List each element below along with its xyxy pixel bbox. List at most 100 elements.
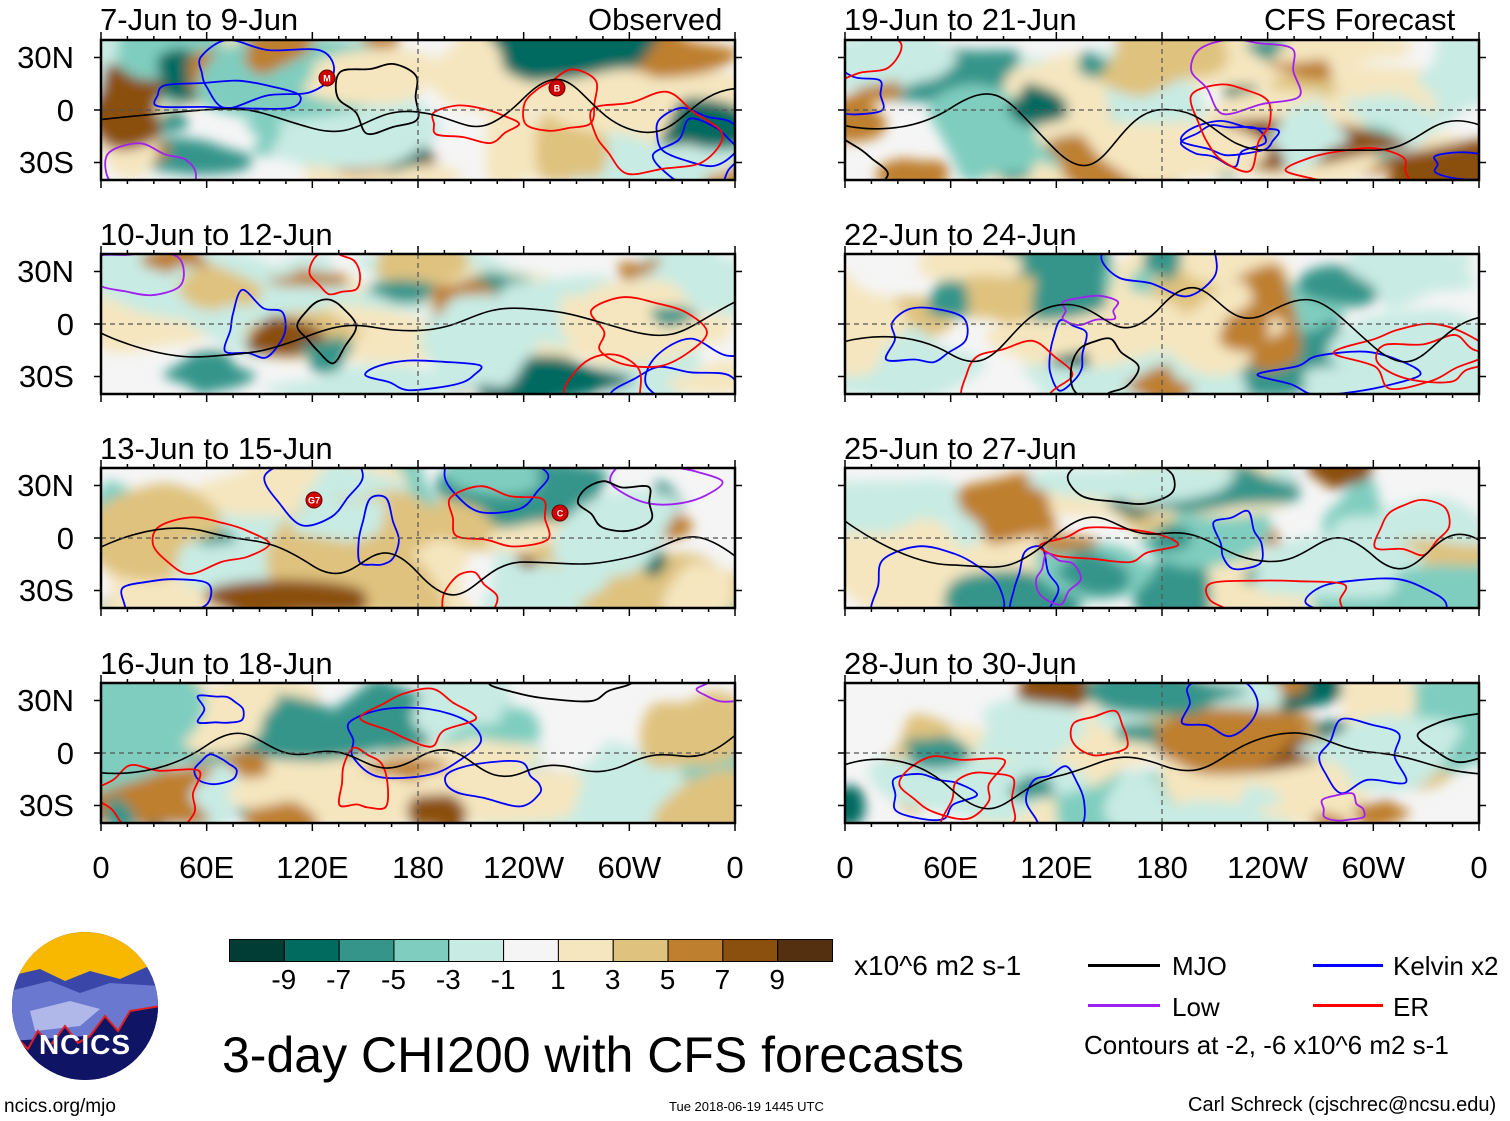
svg-text:M: M xyxy=(323,74,331,84)
website-link[interactable]: ncics.org/mjo xyxy=(4,1096,116,1117)
wave-contour xyxy=(359,687,478,748)
chi200-anomaly-field xyxy=(845,468,1479,608)
wave-contour xyxy=(845,138,889,180)
tropical-cyclone-marker: M xyxy=(318,69,336,87)
wave-contour xyxy=(337,746,390,810)
wave-contour xyxy=(870,545,1006,608)
wave-contour xyxy=(447,485,551,548)
lon-label: 120W xyxy=(1227,850,1309,885)
lon-label: 0 xyxy=(836,850,854,885)
panel-title: 19-Jun to 21-Jun xyxy=(844,2,1077,37)
panel-title: 13-Jun to 15-Jun xyxy=(100,431,333,466)
colorbar-swatch xyxy=(722,939,779,962)
wave-contour xyxy=(444,760,543,808)
wave-contour xyxy=(1035,552,1082,606)
wave-contour xyxy=(153,79,302,110)
svg-text:B: B xyxy=(554,84,561,94)
wave-contour xyxy=(443,468,550,514)
wave-contour xyxy=(364,359,483,392)
author-credit: Carl Schreck (cjschrec@ncsu.edu) xyxy=(1188,1094,1497,1116)
lat-label: 30N xyxy=(17,683,74,718)
chi200-anomaly-field xyxy=(101,683,735,823)
colorbar-swatch xyxy=(338,939,395,962)
wave-contour xyxy=(845,40,903,80)
map-panel: MB xyxy=(94,32,742,188)
lat-label: 0 xyxy=(56,93,74,128)
panel-title: 28-Jun to 30-Jun xyxy=(844,646,1077,681)
colorbar-swatch xyxy=(448,939,505,962)
wave-contour xyxy=(1375,334,1479,384)
legend-label-kelvin: Kelvin x2 xyxy=(1393,951,1499,981)
wave-contour xyxy=(898,755,1007,821)
wave-contour xyxy=(296,298,358,365)
wave-contour xyxy=(1190,40,1302,116)
chi200-anomaly-field xyxy=(101,254,735,394)
colorbar-swatch xyxy=(503,939,559,962)
lat-label: 30S xyxy=(18,573,74,608)
wave-contour xyxy=(441,570,499,608)
wave-contour xyxy=(431,104,521,145)
wave-contour xyxy=(334,62,420,136)
colorbar-swatch xyxy=(557,939,614,962)
map-panel xyxy=(838,460,1486,616)
lon-label: 0 xyxy=(1470,850,1488,885)
wave-contour xyxy=(1205,579,1348,608)
wave-contour xyxy=(1025,765,1086,823)
mjo-legend-line xyxy=(1088,964,1160,967)
wave-contour xyxy=(884,306,969,364)
lon-label: 60E xyxy=(179,850,235,885)
figure-title: 3-day CHI200 with CFS forecasts xyxy=(222,1027,964,1083)
lon-label: 0 xyxy=(92,850,110,885)
wave-contour xyxy=(1066,468,1176,505)
wave-contour xyxy=(1100,254,1218,298)
kelvin-legend-line xyxy=(1313,964,1383,967)
wave-contour xyxy=(104,142,197,180)
lat-label: 30S xyxy=(18,145,74,180)
wave-contour xyxy=(1433,151,1479,180)
wave-contour xyxy=(223,288,287,359)
timestamp: Tue 2018-06-19 1445 UTC xyxy=(669,1099,824,1114)
lon-label: 180 xyxy=(1136,850,1188,885)
wave-contour xyxy=(198,40,335,110)
map-panel xyxy=(838,32,1486,188)
lat-label: 0 xyxy=(56,736,74,771)
colorbar-swatch xyxy=(283,939,340,962)
logo-text: NCICS xyxy=(39,1029,131,1060)
wave-contour xyxy=(346,706,483,780)
forecast-column-label: CFS Forecast xyxy=(1264,2,1456,37)
wave-contour xyxy=(589,296,708,368)
wave-contour xyxy=(1318,717,1408,795)
wave-contour xyxy=(960,339,1074,394)
colorbar-swatch xyxy=(777,939,834,962)
wave-contour xyxy=(655,106,735,168)
colorbar-swatch xyxy=(229,939,285,962)
wave-contour xyxy=(939,771,1017,823)
lat-label: 30N xyxy=(17,254,74,289)
wave-contour xyxy=(576,480,654,533)
wave-contour xyxy=(151,516,271,575)
colorbar-unit: x10^6 m2 s-1 xyxy=(854,950,1022,981)
colorbar xyxy=(229,939,834,962)
map-panel xyxy=(838,246,1486,402)
colorbar-tick-label: -3 xyxy=(435,964,461,995)
legend-label-low: Low xyxy=(1172,992,1220,1022)
panel-title: 10-Jun to 12-Jun xyxy=(100,217,333,252)
panel-title: 7-Jun to 9-Jun xyxy=(100,2,299,37)
panel-title: 25-Jun to 27-Jun xyxy=(844,431,1077,466)
mjo-contour xyxy=(845,286,1479,363)
observed-column-label: Observed xyxy=(588,2,723,37)
lon-label: 60E xyxy=(923,850,979,885)
lon-label: 120W xyxy=(483,850,565,885)
mjo-contour xyxy=(845,93,1479,167)
tropical-cyclone-marker: G7 xyxy=(305,491,323,509)
lat-label: 30S xyxy=(18,788,74,823)
legend-label-er: ER xyxy=(1393,992,1430,1022)
lon-label: 180 xyxy=(392,850,444,885)
wave-contour xyxy=(589,90,724,176)
svg-text:G7: G7 xyxy=(308,496,320,506)
er-legend-line xyxy=(1313,1004,1383,1007)
lon-label: 60W xyxy=(1341,850,1406,885)
colorbar-swatch xyxy=(393,939,450,962)
colorbar-tick-label: -9 xyxy=(271,964,297,995)
lon-label: 0 xyxy=(726,850,744,885)
